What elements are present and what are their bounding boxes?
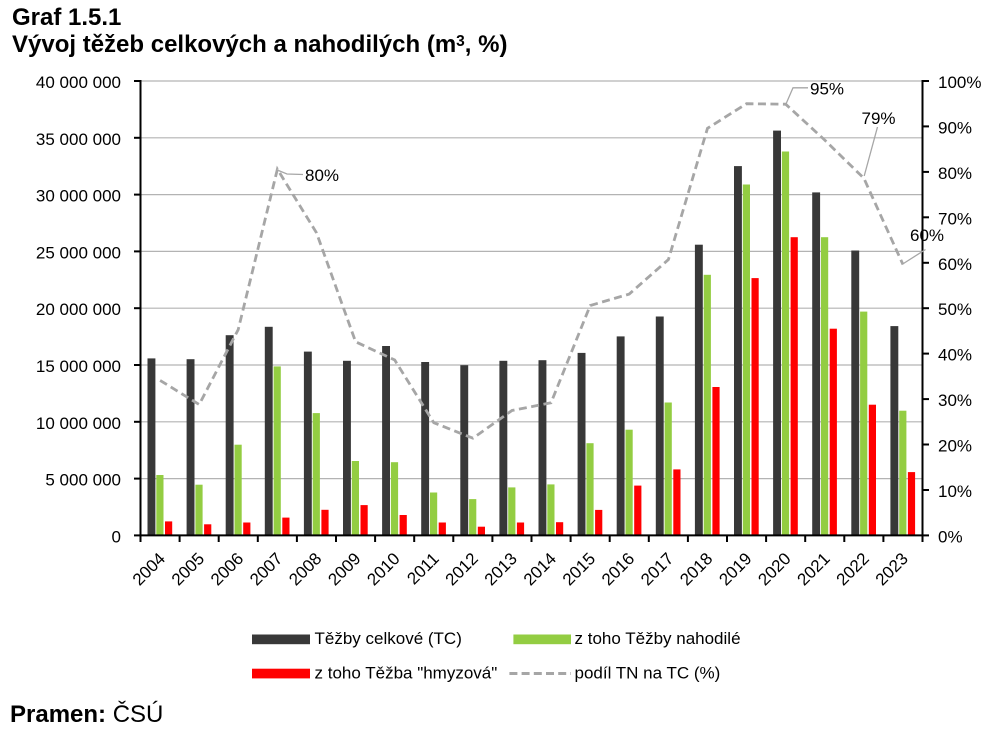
svg-text:Těžby celkové (TC): Těžby celkové (TC) (315, 629, 462, 648)
svg-text:79%: 79% (862, 109, 896, 128)
svg-text:40 000 000: 40 000 000 (36, 73, 121, 92)
svg-text:Pramen: ČSÚ: Pramen: ČSÚ (10, 700, 163, 728)
svg-text:95%: 95% (810, 80, 844, 99)
svg-text:0%: 0% (938, 527, 963, 546)
svg-text:60%: 60% (938, 255, 972, 274)
svg-text:10%: 10% (938, 482, 972, 501)
svg-text:z toho Těžby nahodilé: z toho Těžby nahodilé (575, 629, 741, 648)
svg-text:15 000 000: 15 000 000 (36, 357, 121, 376)
svg-text:Graf 1.5.1: Graf 1.5.1 (12, 4, 121, 31)
svg-text:35 000 000: 35 000 000 (36, 130, 121, 149)
svg-text:70%: 70% (938, 209, 972, 228)
svg-text:50%: 50% (938, 300, 972, 319)
svg-text:30 000 000: 30 000 000 (36, 187, 121, 206)
svg-text:25 000 000: 25 000 000 (36, 243, 121, 262)
svg-text:z toho Těžba "hmyzová": z toho Těžba "hmyzová" (315, 663, 498, 682)
svg-text:5 000 000: 5 000 000 (45, 471, 121, 490)
svg-text:0: 0 (112, 527, 121, 546)
svg-text:20%: 20% (938, 437, 972, 456)
svg-text:40%: 40% (938, 346, 972, 365)
svg-text:100%: 100% (938, 73, 981, 92)
svg-text:30%: 30% (938, 391, 972, 410)
svg-text:Vývoj těžeb celkových a nahodi: Vývoj těžeb celkových a nahodilých (m3, … (12, 31, 507, 58)
svg-text:10 000 000: 10 000 000 (36, 414, 121, 433)
svg-text:90%: 90% (938, 118, 972, 137)
svg-text:20 000 000: 20 000 000 (36, 300, 121, 319)
svg-text:60%: 60% (910, 226, 944, 245)
svg-text:80%: 80% (938, 164, 972, 183)
svg-text:80%: 80% (305, 166, 339, 185)
svg-text:podíl TN na TC (%): podíl TN na TC (%) (575, 663, 721, 682)
